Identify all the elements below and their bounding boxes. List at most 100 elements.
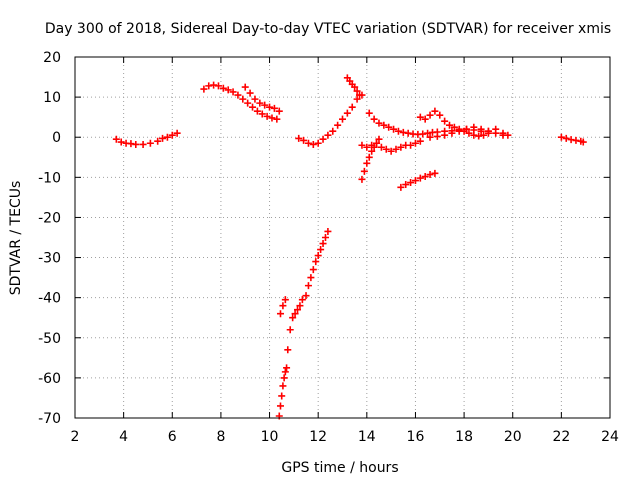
- data-point: [348, 103, 356, 111]
- data-point: [421, 173, 429, 181]
- series-seg-2: [200, 81, 281, 123]
- data-point: [302, 292, 310, 300]
- data-point: [239, 95, 247, 103]
- data-point: [283, 364, 291, 372]
- data-point: [492, 125, 500, 133]
- data-point: [579, 138, 587, 146]
- data-point: [312, 258, 320, 266]
- y-tick-label: 10: [43, 90, 61, 106]
- data-point: [205, 82, 213, 90]
- data-point: [382, 145, 390, 153]
- series-seg-6: [284, 227, 332, 354]
- data-point: [127, 140, 135, 148]
- data-point: [402, 181, 410, 189]
- y-axis-label: SDTVAR / TECUs: [8, 181, 24, 296]
- data-point: [375, 135, 383, 143]
- data-point: [256, 99, 264, 107]
- data-point: [309, 266, 317, 274]
- series-seg-1: [112, 129, 181, 148]
- data-point: [484, 127, 492, 135]
- data-point: [343, 109, 351, 117]
- data-point: [249, 103, 257, 111]
- data-point: [477, 125, 485, 133]
- data-point: [284, 346, 292, 354]
- data-point: [433, 132, 441, 140]
- data-point: [392, 145, 400, 153]
- data-point: [385, 123, 393, 131]
- data-point: [465, 129, 473, 137]
- data-point: [295, 134, 303, 142]
- data-point: [241, 83, 249, 91]
- grid: [75, 57, 610, 418]
- data-point: [219, 84, 227, 92]
- data-point: [441, 131, 449, 139]
- data-point: [504, 131, 512, 139]
- data-point: [279, 302, 287, 310]
- data-point: [279, 382, 287, 390]
- y-tick-label: -20: [38, 210, 61, 226]
- data-point: [168, 131, 176, 139]
- data-point: [321, 234, 329, 241]
- data-point: [455, 127, 463, 135]
- data-point: [463, 125, 471, 133]
- data-point: [117, 138, 125, 146]
- data-point: [200, 85, 208, 93]
- data-point: [351, 83, 359, 91]
- data-point: [394, 127, 402, 135]
- data-point: [224, 86, 232, 94]
- data-point: [562, 134, 570, 142]
- x-tick-label: 16: [407, 429, 425, 445]
- data-point: [210, 81, 218, 89]
- data-point: [407, 141, 415, 149]
- data-point: [307, 274, 315, 282]
- data-point: [365, 109, 373, 117]
- data-point: [375, 119, 383, 127]
- x-tick-label: 24: [601, 429, 619, 445]
- data-point: [370, 115, 378, 123]
- y-tick-label: 0: [52, 130, 61, 146]
- data-point: [112, 135, 120, 143]
- data-point: [426, 171, 434, 179]
- data-point: [353, 87, 361, 95]
- data-point: [426, 133, 434, 141]
- data-point: [159, 134, 167, 142]
- data-point: [411, 177, 419, 185]
- data-point: [280, 374, 288, 382]
- data-point: [450, 123, 458, 131]
- series-seg-3: [241, 83, 283, 115]
- data-point: [356, 91, 364, 99]
- x-tick-label: 10: [261, 429, 279, 445]
- series-seg-11: [365, 109, 507, 139]
- data-point: [416, 137, 424, 145]
- data-point: [276, 402, 284, 410]
- data-point: [163, 133, 171, 141]
- data-point: [411, 139, 419, 147]
- x-tick-label: 6: [168, 429, 177, 445]
- data-point: [446, 121, 453, 129]
- data-point: [499, 129, 507, 137]
- data-point: [281, 368, 289, 376]
- data-point: [309, 140, 317, 148]
- y-tick-label: -60: [38, 371, 61, 387]
- data-point: [448, 129, 456, 137]
- y-tick-label: -40: [38, 291, 61, 307]
- data-point: [397, 183, 405, 191]
- y-tick-label: -30: [38, 251, 61, 267]
- x-tick-label: 22: [552, 429, 570, 445]
- data-point: [424, 129, 432, 137]
- data-point: [404, 129, 412, 137]
- x-tick-label: 2: [71, 429, 80, 445]
- data-point: [431, 107, 439, 115]
- data-point: [363, 143, 371, 151]
- axis-ticks: 2 4 6 8 10 12 14 16 18 20 22 24-70-60-50-40-30-20-1…: [38, 50, 619, 445]
- data-point: [572, 136, 580, 144]
- data-point: [300, 136, 308, 144]
- data-point: [470, 131, 478, 139]
- data-point: [266, 103, 274, 111]
- data-point: [229, 88, 237, 96]
- data-point: [360, 167, 368, 175]
- data-point: [324, 227, 332, 235]
- series-seg-7: [295, 91, 366, 148]
- data-point: [234, 91, 242, 99]
- series-seg-10: [358, 137, 424, 155]
